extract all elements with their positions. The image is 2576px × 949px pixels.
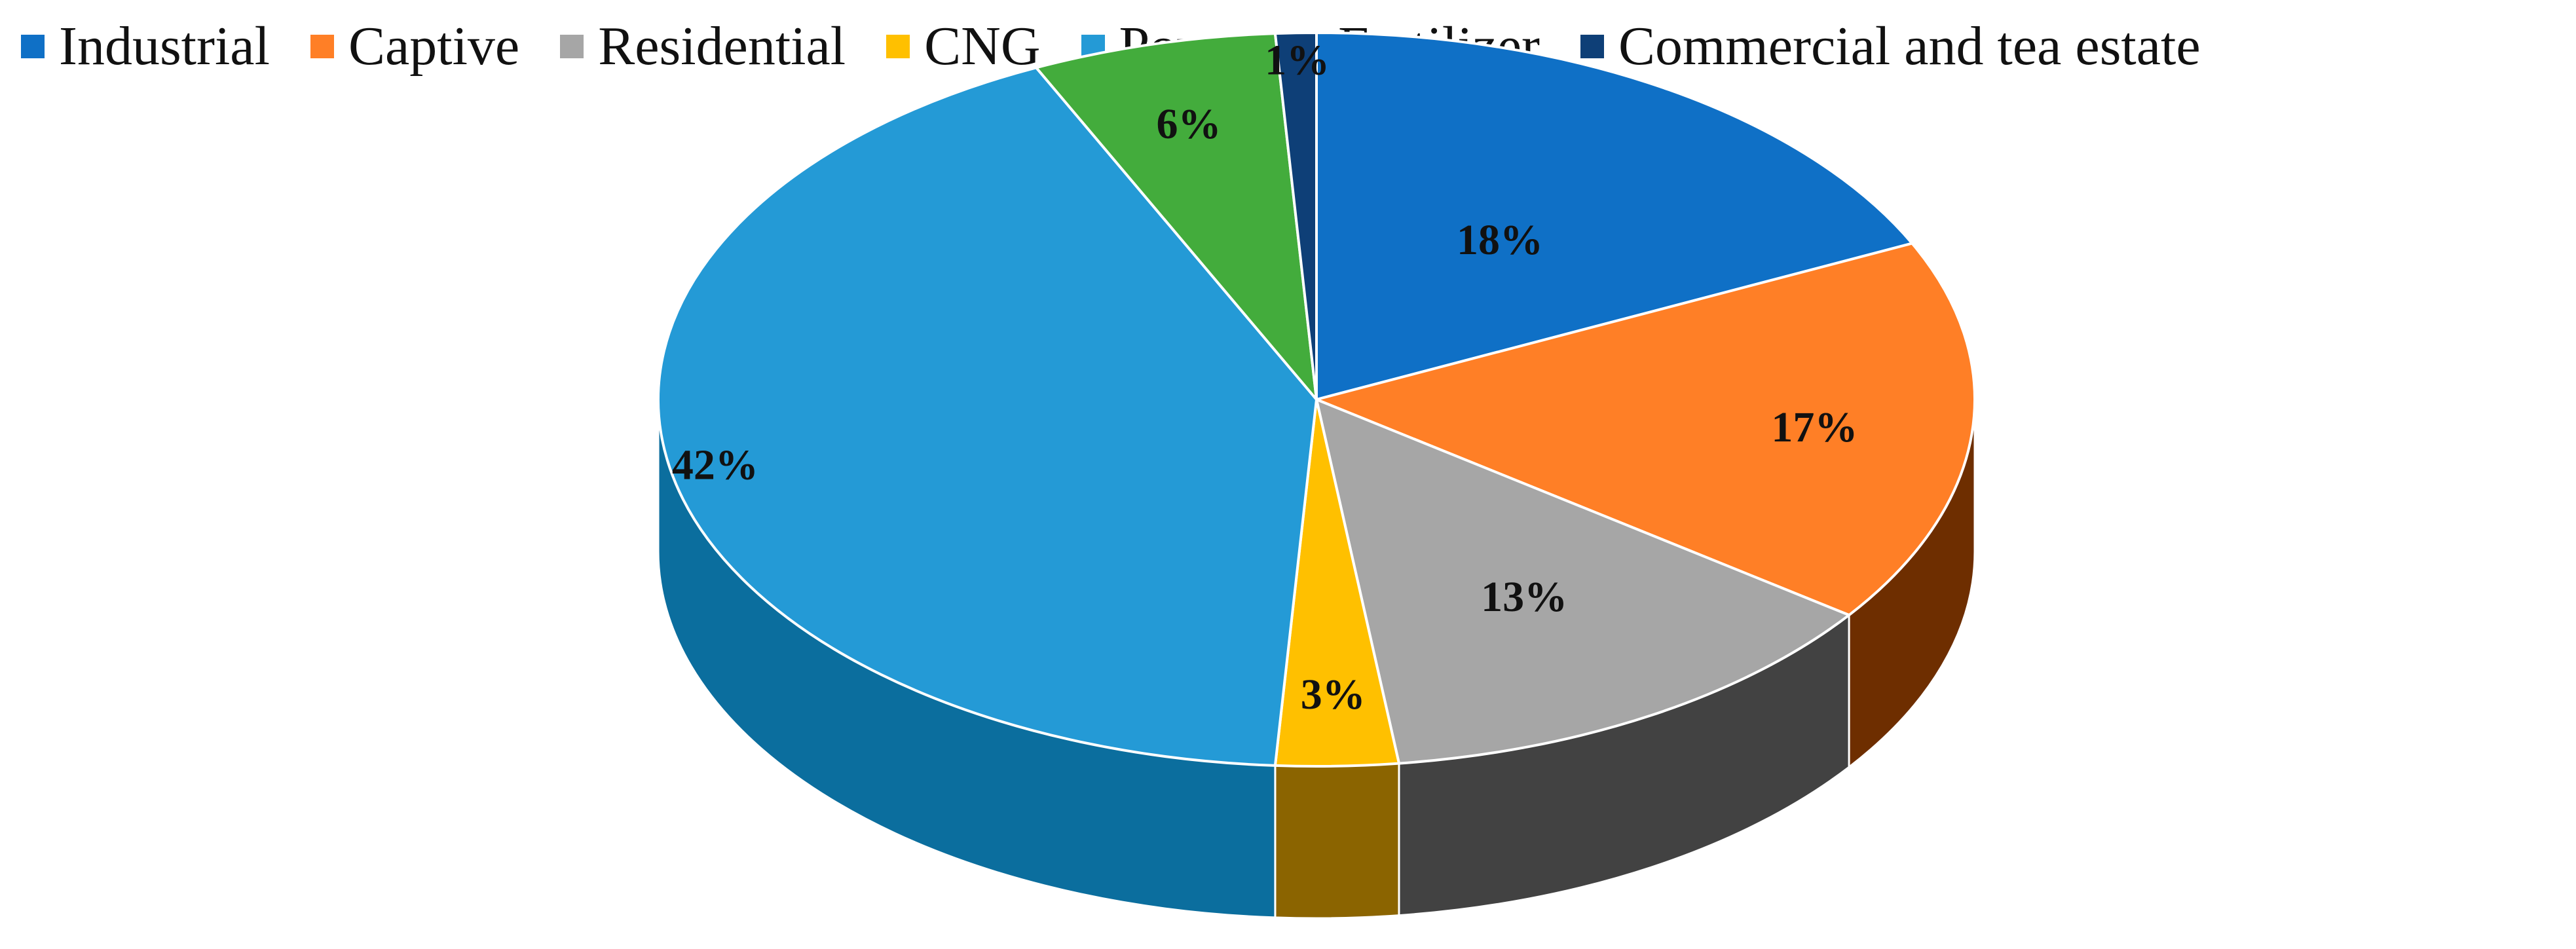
data-label-fertilizer: 6% bbox=[1157, 100, 1222, 148]
pie-slice-residential bbox=[1315, 398, 1851, 765]
pie-slice-fertilizer bbox=[1035, 32, 1318, 401]
legend-label: CNG bbox=[924, 16, 1041, 77]
legend-label: Industrial bbox=[59, 16, 270, 77]
pie-slice-industrial bbox=[1315, 31, 1914, 401]
legend-item-commercial-and-tea-estate: Commercial and tea estate bbox=[1580, 14, 2201, 78]
legend-swatch bbox=[1580, 34, 1605, 58]
legend-swatch bbox=[560, 34, 584, 58]
data-label-industrial: 18% bbox=[1457, 216, 1543, 264]
legend-item-residential: Residential bbox=[560, 14, 846, 78]
data-label-power: 42% bbox=[672, 441, 758, 489]
legend-label: Captive bbox=[348, 16, 520, 77]
pie-side-cng bbox=[1274, 762, 1400, 920]
data-label-cng: 3% bbox=[1301, 671, 1366, 718]
legend-swatch bbox=[310, 34, 334, 58]
legend-item-cng: CNG bbox=[886, 14, 1041, 78]
pie-slice-power bbox=[657, 66, 1318, 767]
pie-slice-commercial-and-tea-estate bbox=[1273, 31, 1318, 401]
data-label-captive: 17% bbox=[1771, 403, 1857, 451]
legend-item-captive: Captive bbox=[310, 14, 519, 78]
legend-label: Residential bbox=[598, 16, 846, 77]
legend-swatch bbox=[21, 34, 45, 58]
legend-swatch bbox=[886, 34, 910, 58]
pie-slice-captive bbox=[1315, 242, 1976, 617]
data-label-residential: 13% bbox=[1481, 573, 1567, 621]
legend-item-industrial: Industrial bbox=[21, 14, 270, 78]
data-label-commercial-and-tea-estate: 1% bbox=[1265, 36, 1330, 84]
legend-label: Commercial and tea estate bbox=[1618, 16, 2201, 77]
